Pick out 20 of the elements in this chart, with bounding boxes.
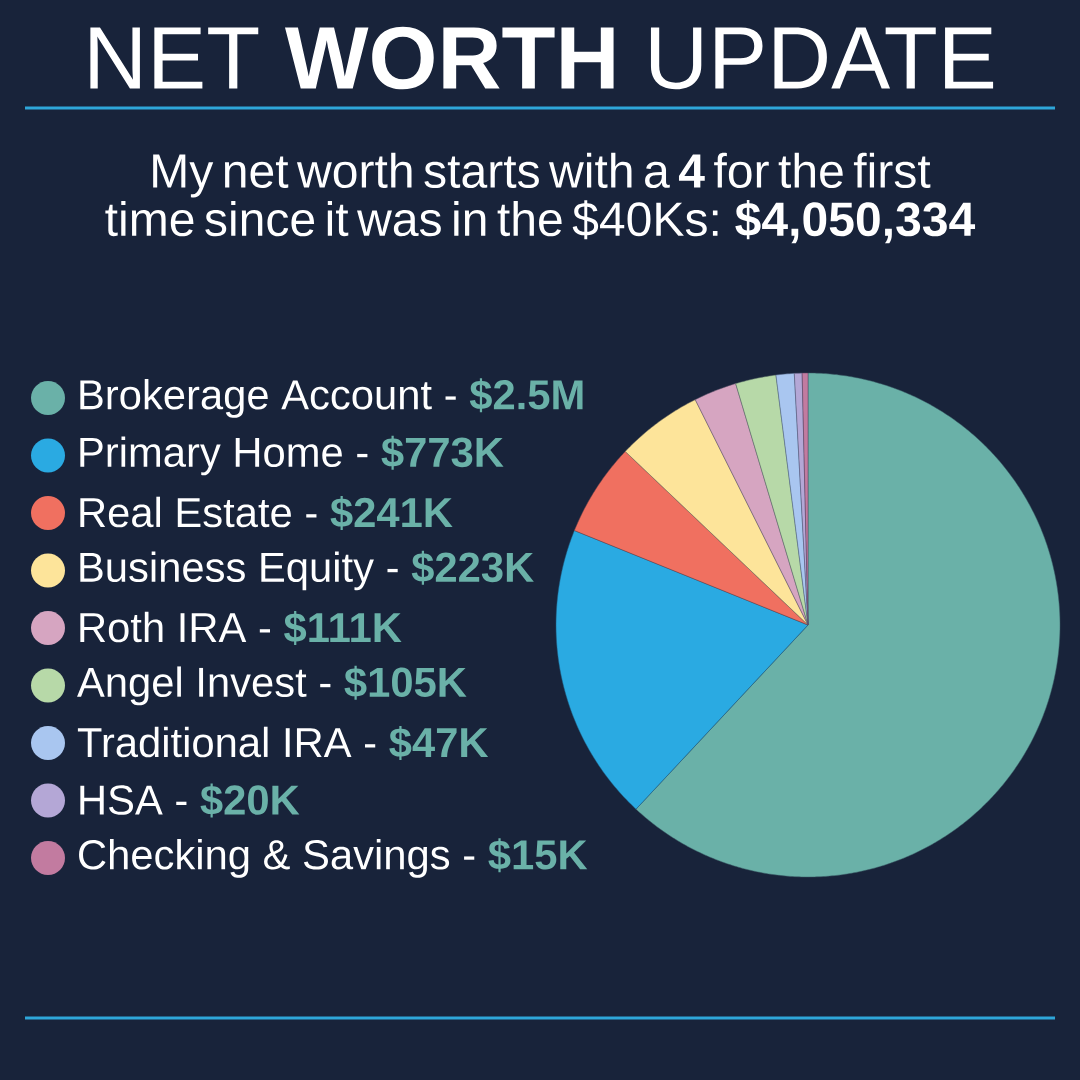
legend-label: HSA - — [80, 785, 187, 815]
data-label: $241K — [330, 495, 453, 531]
data-label: $2.5M — [469, 378, 583, 413]
legend-label: Brokerage Account - — [80, 378, 456, 418]
legend-label: Checking & Savings - — [79, 838, 475, 878]
legend-label: Primary Home - — [80, 436, 368, 476]
data-label: $111K — [284, 610, 402, 646]
data-label: $105K — [344, 665, 467, 700]
legend-label: Roth IRA - — [80, 611, 271, 643]
data-label: $223K — [411, 550, 534, 585]
data-label: $20K — [200, 783, 300, 818]
legend-label: Real Estate - — [80, 496, 317, 528]
data-label: $15K — [488, 838, 588, 873]
chart-subtitle: My net worth starts with a 4 for the first time since it was in the $40Ks: $4,050,334 — [105, 152, 976, 244]
legend-label: Angel Invest - — [77, 666, 331, 706]
legend-label: Traditional IRA - — [77, 726, 376, 758]
data-label: $47K — [389, 725, 489, 761]
data-label: $773K — [381, 435, 504, 470]
chart-title: NET WORTH UPDATE — [90, 26, 994, 90]
legend-label: Business Equity - — [80, 551, 398, 591]
